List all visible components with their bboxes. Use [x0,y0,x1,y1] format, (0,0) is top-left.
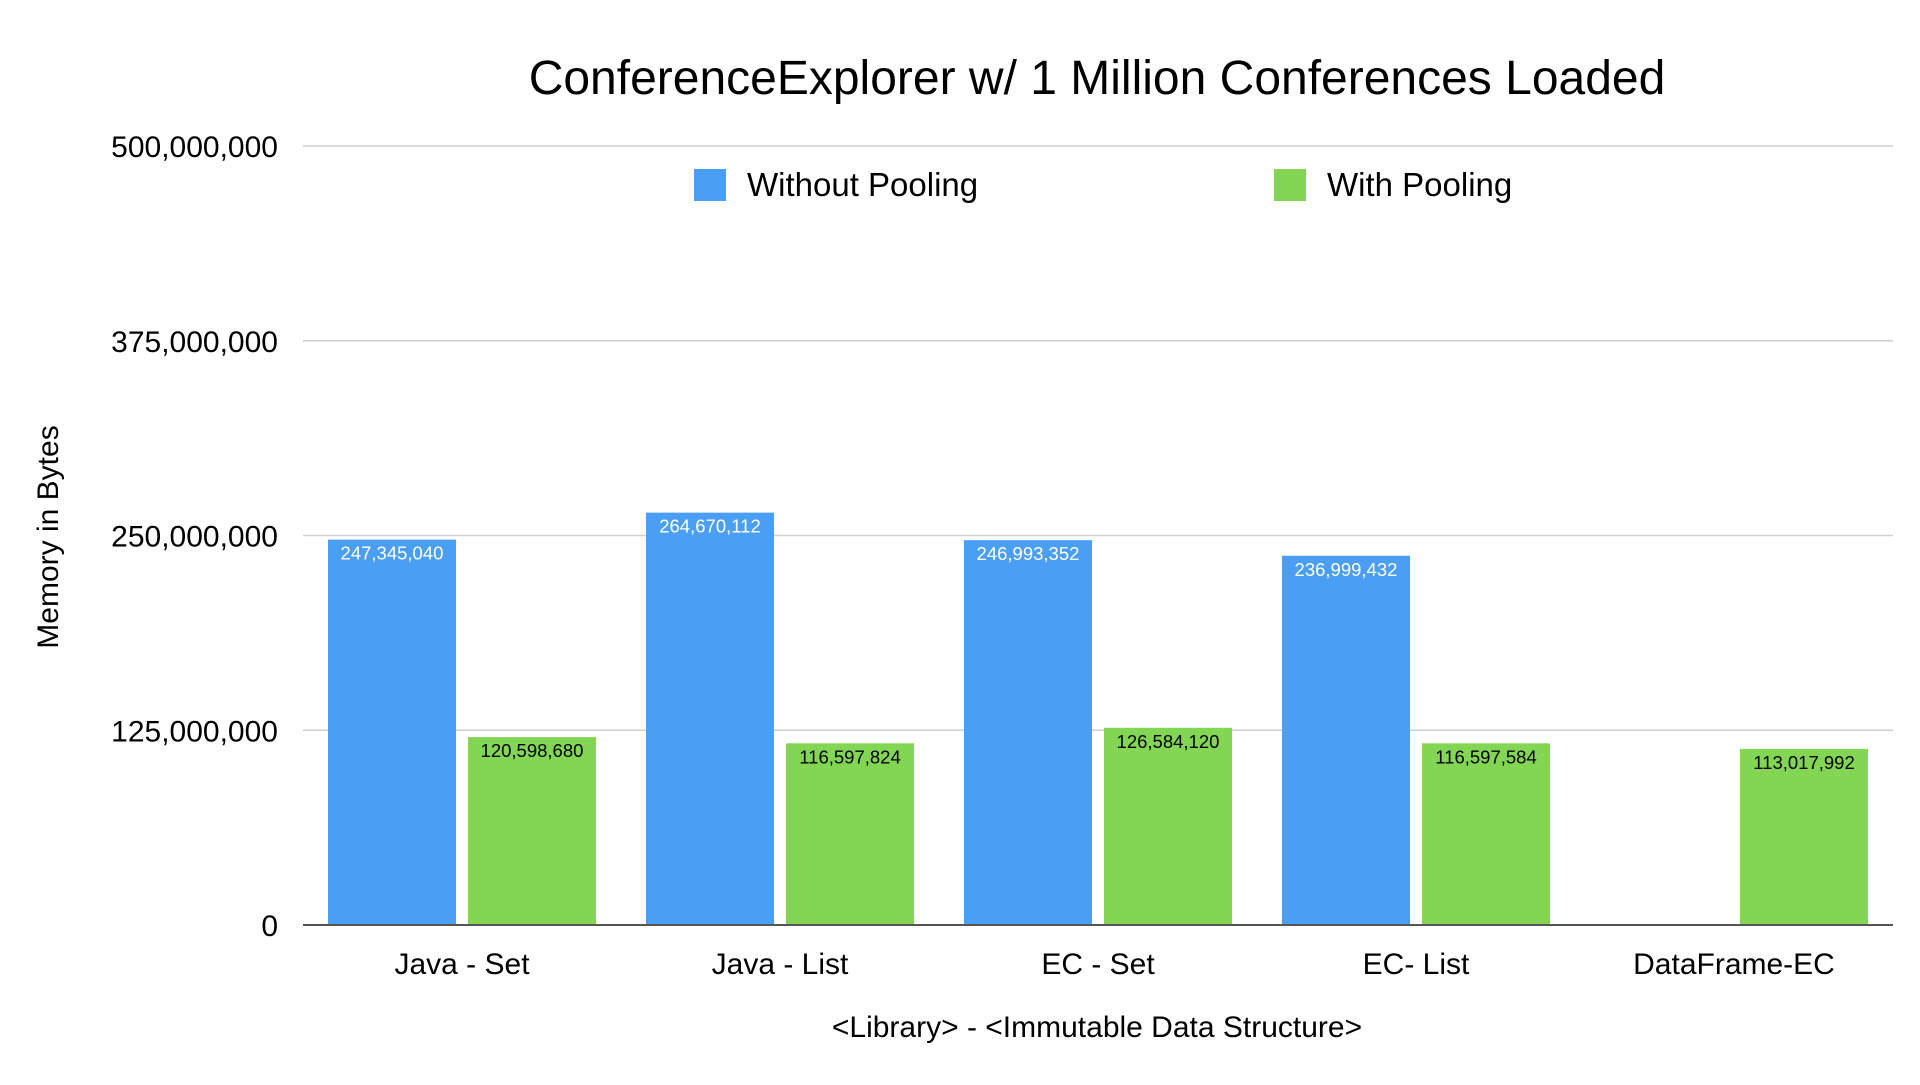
bar-without-pooling [328,539,456,925]
x-category-label: EC - Set [1041,948,1155,981]
data-label: 264,670,112 [659,516,761,537]
y-tick-label: 0 [261,910,278,943]
gridlines [303,145,1893,731]
data-label: 246,993,352 [977,543,1080,564]
bar-with-pooling [468,737,596,925]
y-tick-label: 500,000,000 [111,131,278,164]
data-label: 236,999,432 [1295,559,1398,580]
legend-label: Without Pooling [747,166,978,203]
bar-with-pooling [786,743,914,925]
bar-without-pooling [964,540,1092,925]
bars [328,512,1868,925]
axes: 0 125,000,000 250,000,000 375,000,000 500,00… [111,131,1893,981]
y-tick-label: 375,000,000 [111,326,278,359]
legend-swatch [1274,169,1306,201]
x-category-label: Java - List [712,948,849,981]
y-axis-title: Memory in Bytes [32,425,65,648]
x-axis-title: <Library> - <Immutable Data Structure> [832,1011,1362,1044]
data-label: 247,345,040 [341,543,444,564]
bar-without-pooling [1282,555,1410,925]
x-category-label: EC- List [1363,948,1470,981]
bar-without-pooling [646,512,774,925]
data-label: 126,584,120 [1117,731,1220,752]
bar-with-pooling [1740,748,1868,925]
data-label: 120,598,680 [481,740,584,761]
chart-title: ConferenceExplorer w/ 1 Million Conferen… [529,52,1666,105]
x-category-label: DataFrame-EC [1633,948,1835,981]
data-label: 116,597,584 [1435,746,1537,767]
y-tick-label: 250,000,000 [111,521,278,554]
data-label: 116,597,824 [799,746,901,767]
data-labels: 247,345,040 120,598,680 264,670,112 116,597… [341,516,1855,773]
legend-swatch [694,169,726,201]
x-category-label: Java - Set [394,948,530,981]
bar-with-pooling [1422,743,1550,925]
bar-with-pooling [1104,727,1232,925]
data-label: 113,017,992 [1753,752,1855,773]
y-tick-label: 125,000,000 [111,715,278,748]
legend-label: With Pooling [1327,166,1512,203]
legend: Without Pooling With Pooling [694,166,1512,203]
